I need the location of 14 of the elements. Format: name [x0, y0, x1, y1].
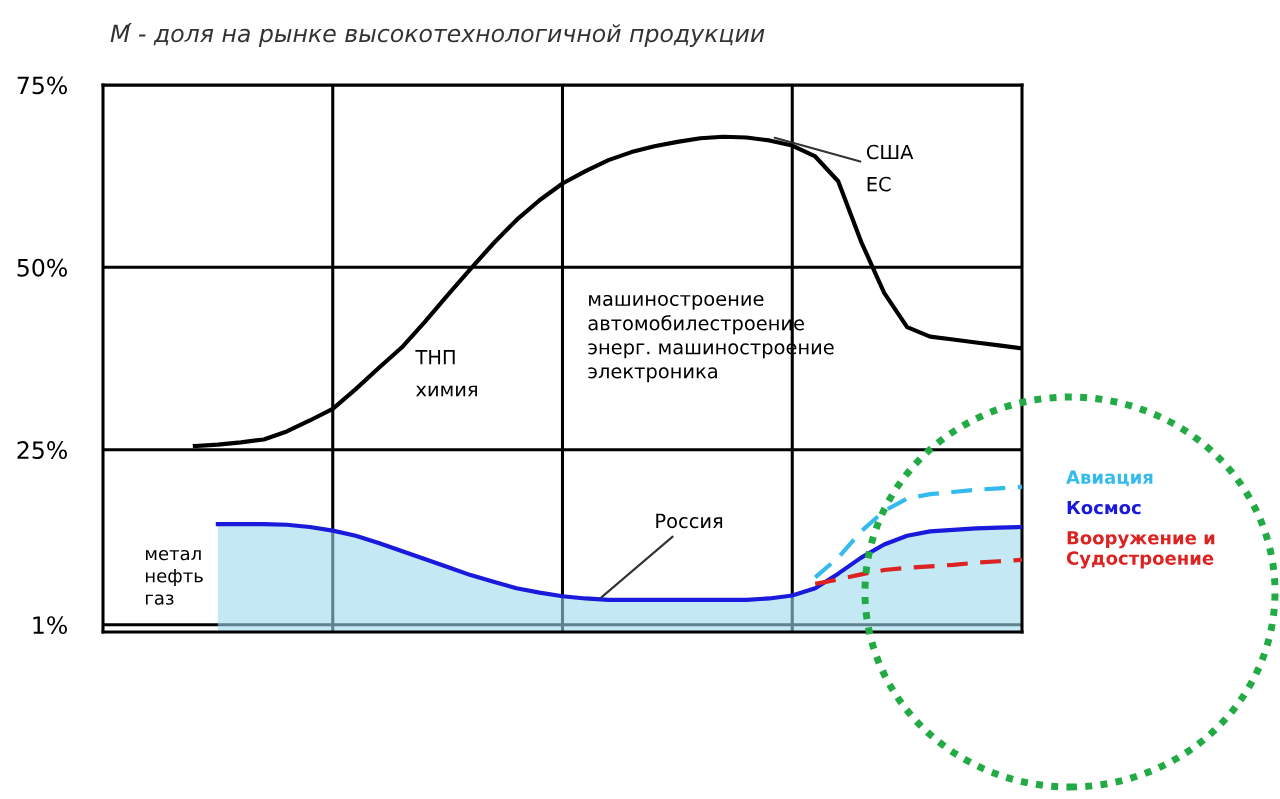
y-tick-label: 1%: [33, 616, 67, 635]
annotation: метал нефть газ: [145, 549, 203, 605]
y-tick-label: 75%: [17, 76, 67, 95]
y-tick-label: 50%: [17, 258, 67, 277]
text: Вооружение и Судостроение: [1066, 531, 1215, 569]
chart-title: М́ - доля на рынке высокотехнологичной продукции: [110, 23, 765, 47]
text: Авиация: [1066, 470, 1153, 487]
y-tick-label: 25%: [17, 441, 67, 459]
annotation: ТНП химия: [415, 350, 477, 397]
line-series: [813, 484, 1022, 580]
line-series: [813, 557, 1022, 586]
text: Космос: [1067, 500, 1141, 515]
annotation: США ЕС: [866, 144, 914, 192]
annotation: Россия: [656, 513, 723, 529]
